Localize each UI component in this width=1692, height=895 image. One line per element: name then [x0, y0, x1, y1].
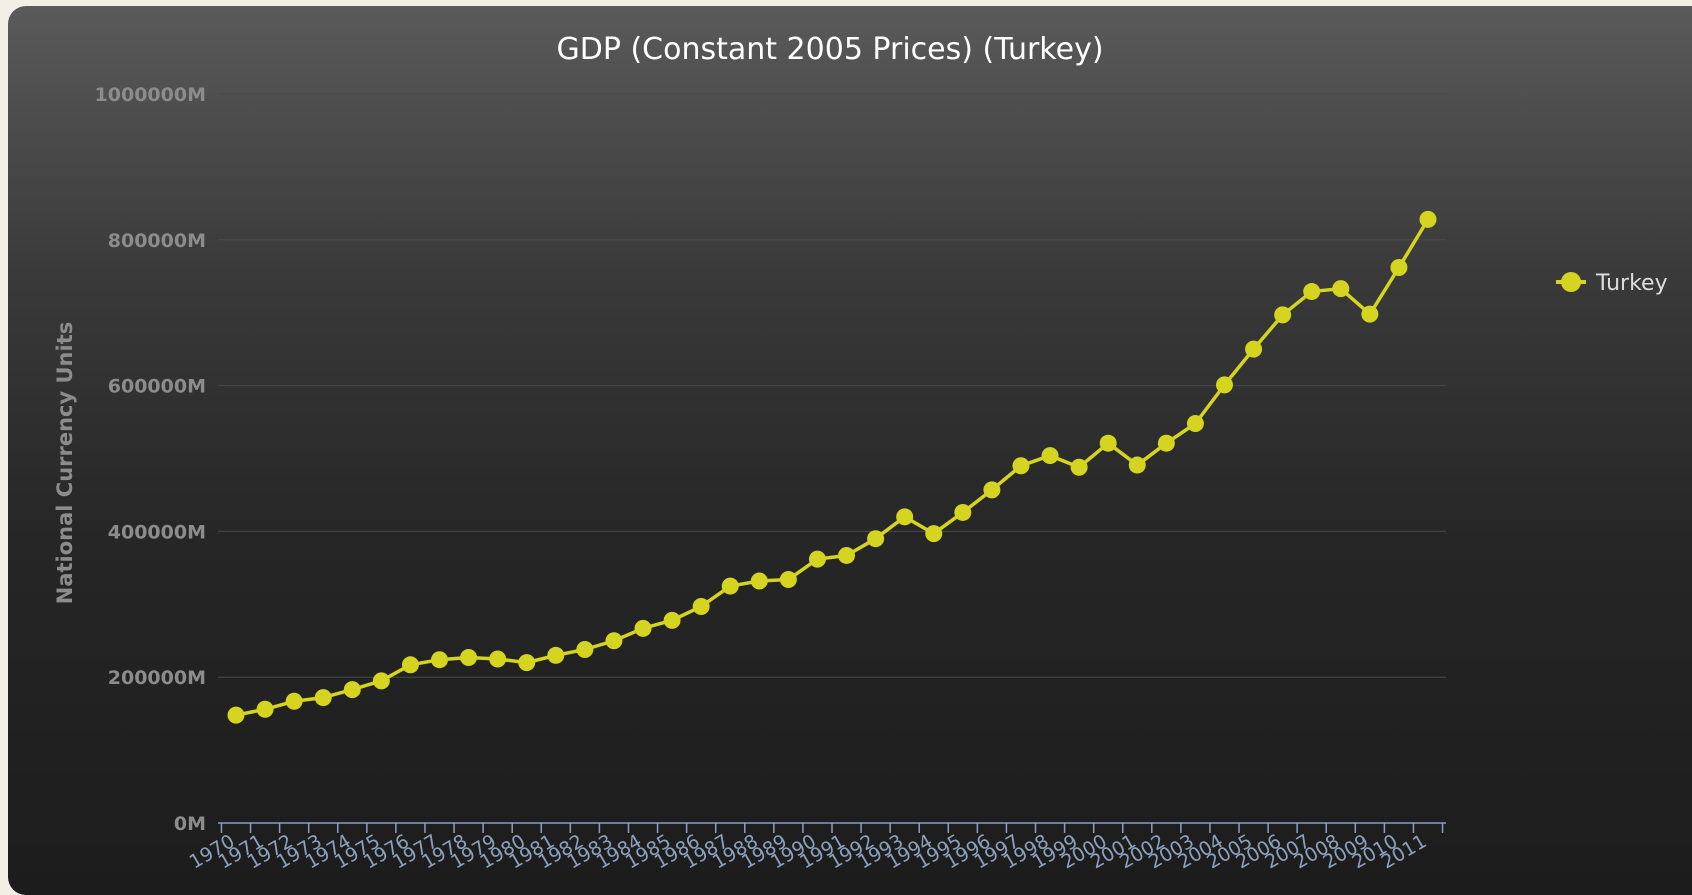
- data-point[interactable]: [1099, 434, 1117, 452]
- legend-marker: [1561, 272, 1581, 292]
- data-point[interactable]: [838, 546, 856, 564]
- data-point[interactable]: [663, 611, 681, 629]
- data-point[interactable]: [256, 700, 274, 718]
- data-point[interactable]: [750, 572, 768, 590]
- data-point[interactable]: [547, 646, 565, 664]
- legend[interactable]: Turkey: [1556, 271, 1668, 296]
- data-point[interactable]: [518, 654, 536, 672]
- chart-frame: GDP (Constant 2005 Prices) (Turkey) 0M 20…: [8, 6, 1692, 895]
- grid-lines: [218, 93, 1446, 678]
- data-point[interactable]: [1245, 340, 1263, 358]
- data-point[interactable]: [401, 656, 419, 674]
- data-point[interactable]: [1186, 415, 1204, 433]
- data-point[interactable]: [1157, 434, 1175, 452]
- y-axis-label: National Currency Units: [53, 322, 77, 605]
- data-point[interactable]: [983, 481, 1001, 499]
- legend-label-turkey[interactable]: Turkey: [1595, 271, 1668, 296]
- data-point[interactable]: [634, 619, 652, 637]
- data-point[interactable]: [489, 650, 507, 668]
- data-point[interactable]: [431, 651, 449, 669]
- data-point[interactable]: [372, 672, 390, 690]
- gdp-line-chart: GDP (Constant 2005 Prices) (Turkey) 0M 20…: [53, 32, 1668, 874]
- data-point[interactable]: [314, 689, 332, 707]
- data-point[interactable]: [954, 503, 972, 521]
- data-point[interactable]: [576, 640, 594, 658]
- data-point[interactable]: [605, 632, 623, 650]
- data-point[interactable]: [721, 577, 739, 595]
- y-axis-ticks: 0M 200000M 400000M 600000M 800000M 1000000M: [95, 84, 206, 835]
- y-tick-label: 200000M: [108, 667, 206, 689]
- data-point[interactable]: [285, 692, 303, 710]
- data-point[interactable]: [227, 706, 245, 724]
- x-axis-ticks: 1970197119721973197419751976197719781979…: [186, 823, 1444, 874]
- y-tick-label: 1000000M: [95, 84, 206, 106]
- data-point[interactable]: [925, 525, 943, 543]
- data-point[interactable]: [460, 649, 478, 667]
- data-point[interactable]: [692, 597, 710, 615]
- y-tick-label: 0M: [174, 813, 206, 835]
- data-point[interactable]: [1390, 259, 1408, 277]
- series-turkey: [227, 210, 1437, 724]
- data-point[interactable]: [343, 681, 361, 699]
- data-point[interactable]: [896, 508, 914, 526]
- data-point[interactable]: [1012, 457, 1030, 475]
- data-point[interactable]: [1274, 306, 1292, 324]
- data-point[interactable]: [1070, 458, 1088, 476]
- data-point[interactable]: [1041, 447, 1059, 465]
- data-point[interactable]: [1303, 283, 1321, 301]
- data-point[interactable]: [1419, 210, 1437, 228]
- data-point[interactable]: [867, 530, 885, 548]
- chart-title: GDP (Constant 2005 Prices) (Turkey): [556, 32, 1103, 67]
- data-point[interactable]: [1332, 280, 1350, 298]
- y-tick-label: 400000M: [108, 521, 206, 543]
- series-line-turkey: [235, 218, 1430, 717]
- y-tick-label: 600000M: [108, 376, 206, 398]
- data-point[interactable]: [779, 571, 797, 589]
- data-point[interactable]: [1128, 456, 1146, 474]
- data-point[interactable]: [1215, 376, 1233, 394]
- y-tick-label: 800000M: [108, 230, 206, 252]
- data-point[interactable]: [808, 550, 826, 568]
- data-point[interactable]: [1361, 305, 1379, 323]
